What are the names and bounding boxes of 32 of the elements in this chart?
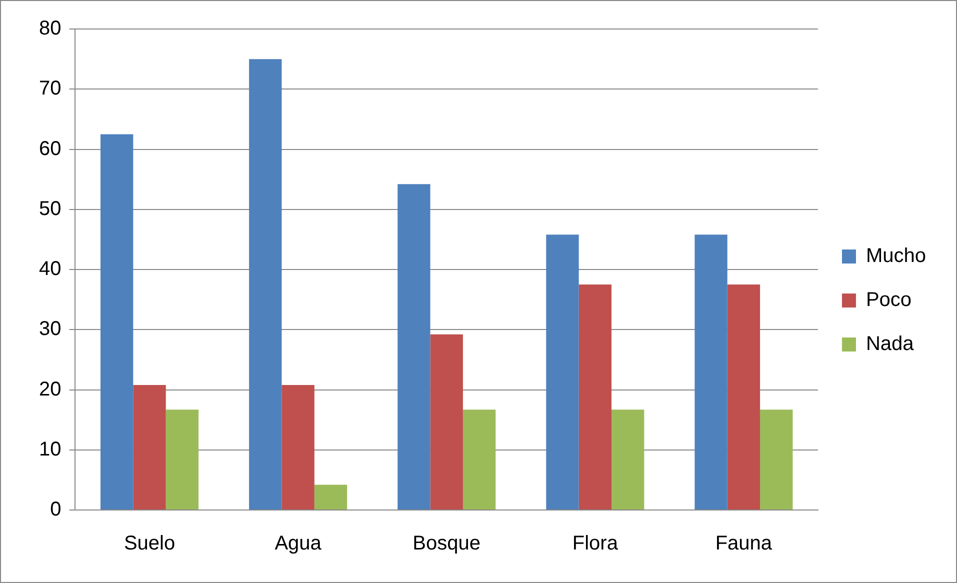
legend-label: Poco [866,289,912,312]
bar [133,384,166,510]
bar [694,234,728,510]
bar [760,410,793,510]
x-tick-label: Flora [572,532,619,555]
x-tick-label: Suelo [124,532,176,555]
bar [398,184,430,510]
bar [249,59,282,510]
y-tick-label: 0 [50,498,62,521]
x-tick-label: Fauna [715,532,773,555]
y-tick-label: 10 [38,438,62,460]
bar [314,484,348,510]
bar [166,410,199,510]
bar [430,334,463,510]
bar [282,384,314,510]
bar [578,284,612,510]
bar [611,410,644,510]
bar [727,284,760,510]
y-tick-label: 30 [38,318,62,340]
x-tick-label: Bosque [412,532,481,555]
y-tick-label: 70 [38,78,62,100]
bar [462,410,496,510]
legend-label: Nada [866,333,915,356]
bar [546,234,579,510]
x-tick-label: Agua [274,532,322,555]
legend-label: Mucho [866,245,926,268]
y-tick-label: 60 [38,138,62,160]
y-tick-label: 20 [38,378,62,400]
y-tick-label: 80 [38,18,62,40]
y-tick-label: 50 [38,198,62,220]
y-tick-label: 40 [38,258,62,280]
bar [100,134,134,510]
